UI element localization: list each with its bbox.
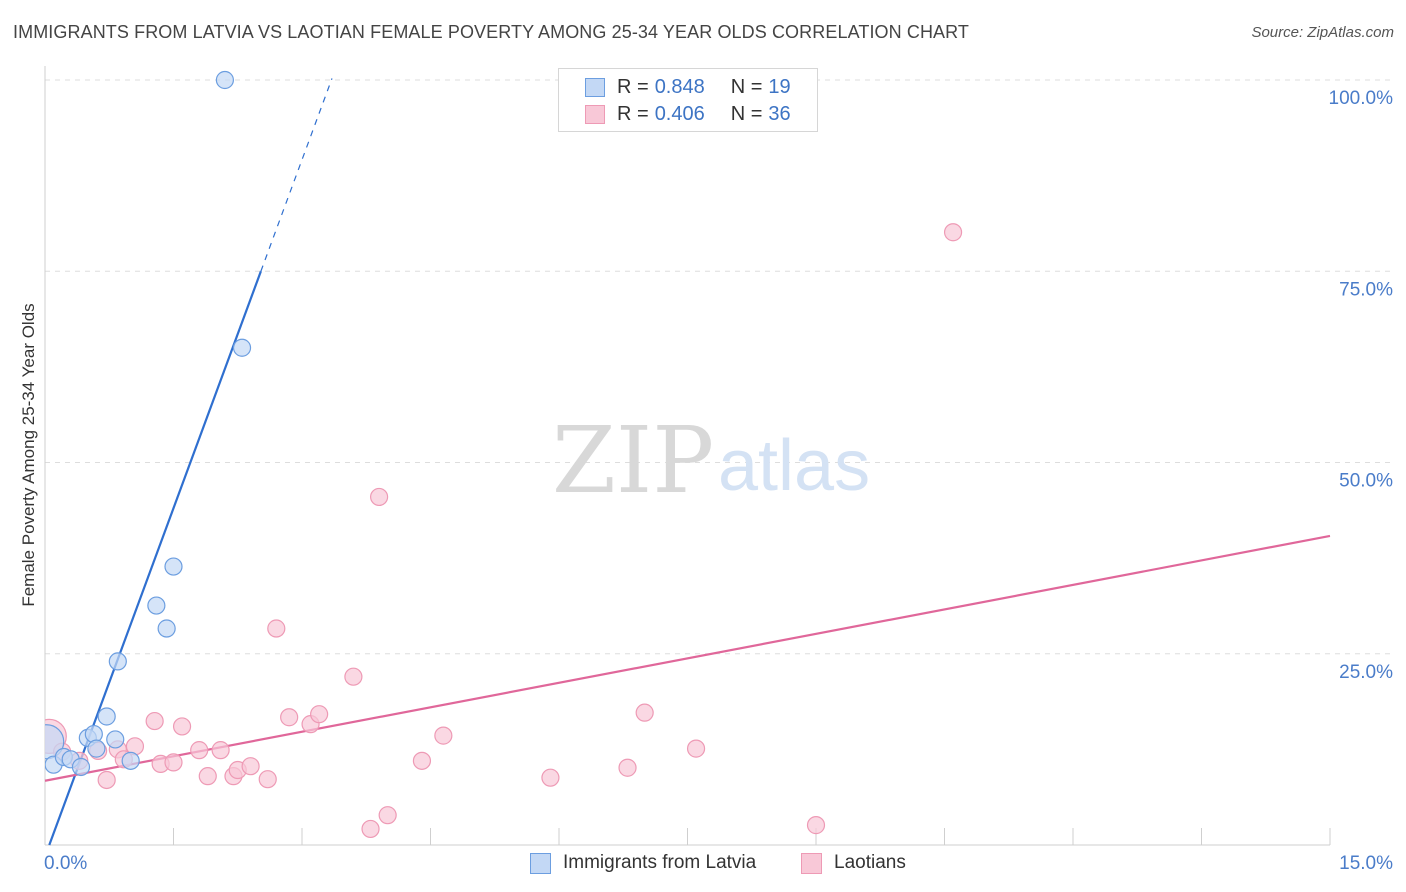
point-latvia	[157, 619, 176, 638]
point-latvia	[71, 757, 91, 777]
y-axis-label: Female Poverty Among 25-34 Year Olds	[19, 303, 38, 606]
axes	[44, 66, 1331, 846]
legend-n-value: 19	[768, 75, 791, 98]
point-laotians	[97, 770, 116, 790]
point-latvia	[97, 707, 116, 726]
legend-row-laotians: R = 0.406 N = 36	[585, 101, 791, 127]
trend-line-latvia-extension	[260, 78, 333, 272]
legend-r-value: 0.406	[654, 102, 705, 125]
bottom-legend-laotians: Laotians	[801, 852, 906, 874]
bottom-legend-label: Immigrants from Latvia	[563, 852, 757, 873]
point-latvia	[106, 730, 125, 749]
point-laotians	[211, 741, 230, 760]
point-laotians	[635, 703, 654, 722]
point-laotians	[258, 770, 277, 789]
point-laotians	[145, 711, 164, 731]
point-laotians	[241, 757, 260, 776]
point-laotians	[412, 751, 432, 770]
tick-labels: 25.0% 50.0% 75.0% 100.0% 0.0% 15.0%	[44, 88, 1393, 874]
point-laotians	[434, 726, 453, 745]
point-laotians	[806, 816, 826, 835]
point-latvia	[147, 596, 166, 615]
point-laotians	[686, 739, 706, 758]
legend-n-value: 36	[768, 102, 791, 125]
point-laotians	[164, 753, 183, 772]
bottom-legend-latvia: Immigrants from Latvia	[530, 852, 756, 874]
legend-swatch-blue	[585, 77, 605, 97]
trend-lines	[44, 78, 1331, 846]
gridlines	[45, 79, 1395, 655]
y-tick-label: 75.0%	[1339, 279, 1393, 300]
watermark-zip: ZIP	[552, 407, 714, 514]
point-laotians	[344, 667, 363, 686]
y-tick-label: 100.0%	[1329, 88, 1394, 109]
legend-n-label: N =	[730, 102, 763, 125]
point-laotians	[618, 758, 637, 777]
x-tick-label: 15.0%	[1339, 853, 1393, 874]
point-latvia	[215, 70, 234, 90]
point-laotians	[198, 767, 217, 786]
y-tick-label: 25.0%	[1339, 662, 1393, 683]
point-laotians	[378, 806, 397, 825]
point-latvia	[87, 739, 106, 758]
data-points	[45, 70, 963, 839]
legend-r-value: 0.848	[654, 75, 705, 98]
point-laotians	[361, 819, 380, 839]
point-laotians	[310, 705, 329, 724]
chart-title: IMMIGRANTS FROM LATVIA VS LAOTIAN FEMALE…	[13, 22, 970, 42]
legend: R = 0.848 N = 19 R = 0.406 N = 36	[558, 68, 818, 132]
bottom-legend-swatch-pink	[801, 852, 822, 874]
bottom-legend-swatch-blue	[530, 852, 551, 874]
bottom-legend-label: Laotians	[834, 852, 906, 873]
point-latvia	[232, 338, 252, 357]
trend-line-laotians	[44, 534, 1331, 782]
legend-r-label: R =	[617, 102, 649, 125]
point-latvia	[121, 751, 140, 770]
point-laotians	[190, 741, 209, 760]
point-laotians	[267, 619, 286, 638]
legend-row-latvia: R = 0.848 N = 19	[585, 74, 791, 100]
point-latvia	[108, 652, 127, 671]
y-tick-label: 50.0%	[1339, 471, 1393, 492]
legend-r-label: R =	[617, 75, 649, 98]
source-credit: Source: ZipAtlas.com	[1251, 24, 1394, 41]
watermark-atlas: atlas	[718, 426, 870, 506]
x-tick-label: 0.0%	[44, 853, 87, 874]
point-latvia	[164, 557, 183, 576]
point-laotians	[541, 768, 560, 787]
legend-n-label: N =	[730, 75, 763, 98]
legend-swatch-pink	[585, 104, 605, 124]
point-laotians	[943, 223, 963, 242]
point-laotians	[280, 708, 299, 727]
point-laotians	[172, 717, 192, 736]
trend-line-latvia	[48, 270, 262, 846]
point-laotians	[370, 487, 389, 507]
